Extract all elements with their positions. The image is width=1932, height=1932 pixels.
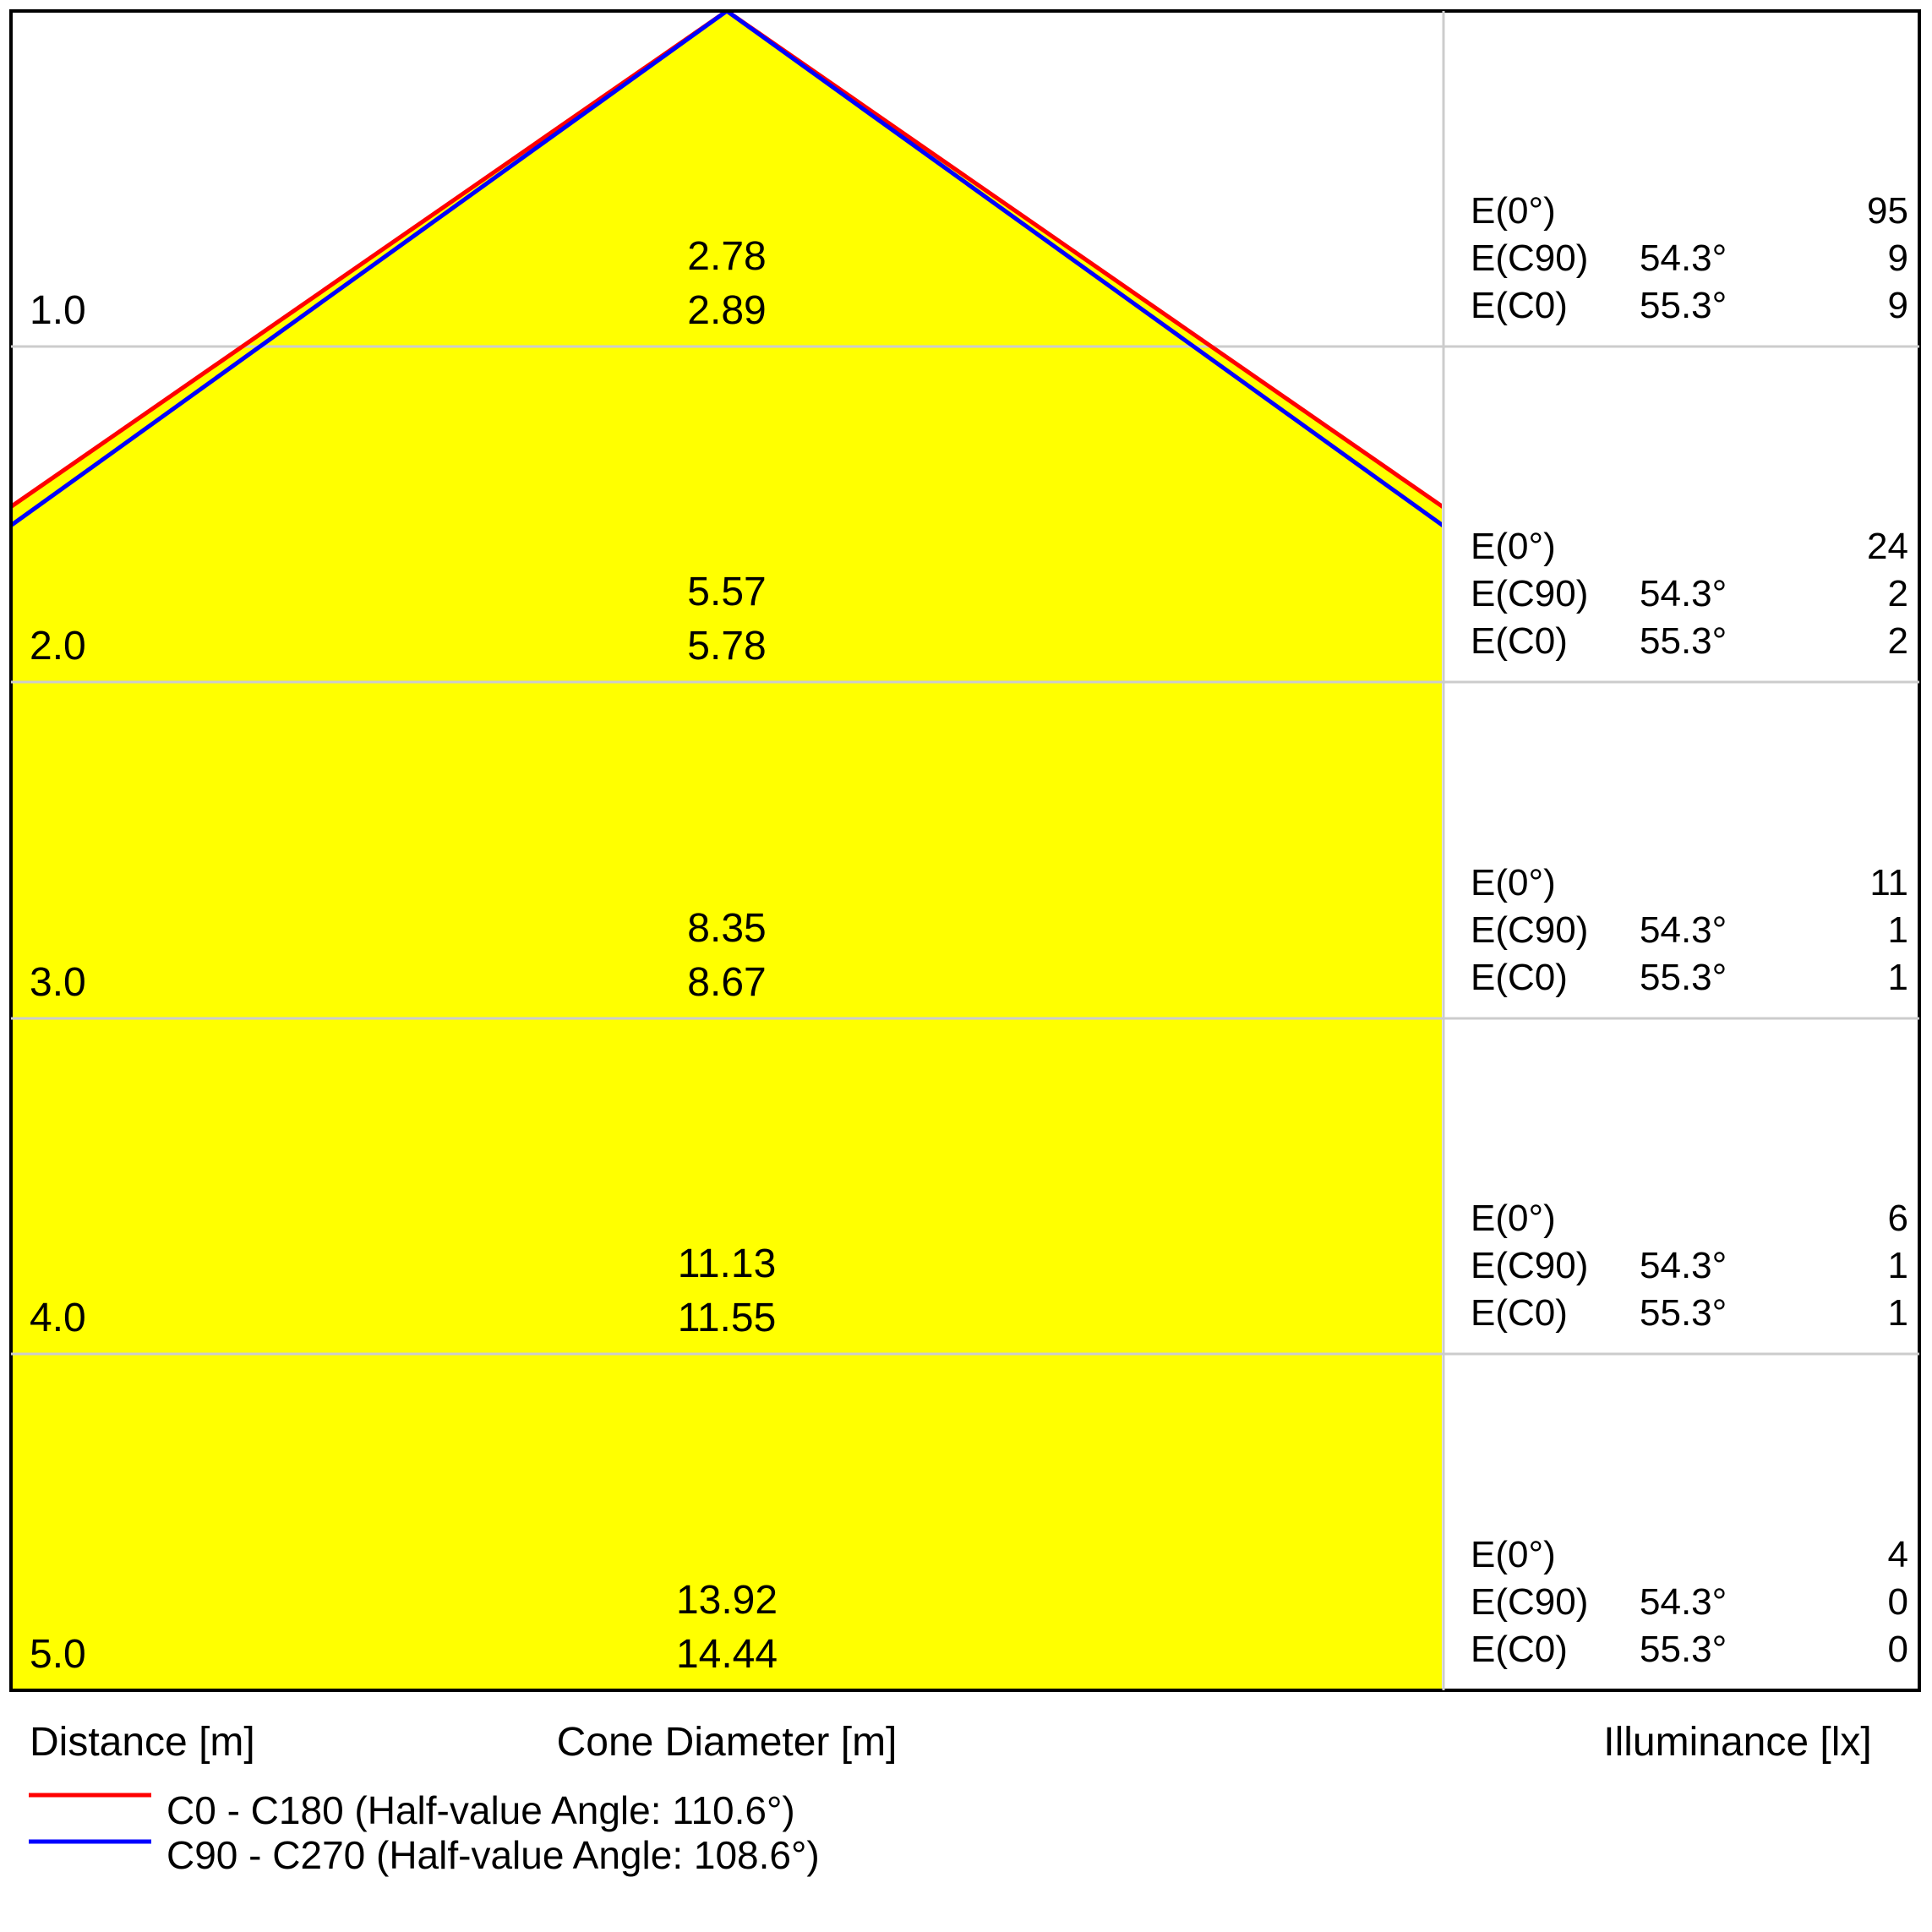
svg-text:E(C90): E(C90)	[1471, 1581, 1588, 1623]
svg-text:2.89: 2.89	[687, 288, 766, 333]
svg-text:C0 - C180 (Half-value Angle: 1: C0 - C180 (Half-value Angle: 110.6°)	[166, 1788, 795, 1832]
svg-text:E(C90): E(C90)	[1471, 573, 1588, 614]
svg-text:1: 1	[1888, 909, 1908, 951]
svg-text:55.3°: 55.3°	[1640, 620, 1727, 662]
svg-text:8.67: 8.67	[687, 960, 766, 1005]
svg-text:2.78: 2.78	[687, 234, 766, 279]
svg-text:55.3°: 55.3°	[1640, 1629, 1727, 1670]
svg-text:E(C90): E(C90)	[1471, 909, 1588, 951]
svg-text:11.55: 11.55	[678, 1296, 777, 1340]
svg-text:E(0°): E(0°)	[1471, 190, 1556, 232]
svg-text:E(C0): E(C0)	[1471, 1629, 1568, 1670]
svg-text:95: 95	[1867, 190, 1908, 232]
svg-text:9: 9	[1888, 237, 1908, 279]
svg-text:13.92: 13.92	[676, 1578, 778, 1623]
svg-text:11: 11	[1869, 862, 1908, 903]
svg-text:24: 24	[1867, 526, 1908, 567]
svg-text:2: 2	[1888, 573, 1908, 614]
svg-text:2: 2	[1888, 620, 1908, 662]
svg-text:54.3°: 54.3°	[1640, 909, 1727, 951]
svg-text:3.0: 3.0	[30, 960, 86, 1005]
svg-text:E(C0): E(C0)	[1471, 285, 1568, 326]
svg-text:E(C90): E(C90)	[1471, 237, 1588, 279]
svg-text:55.3°: 55.3°	[1640, 957, 1727, 998]
svg-text:4.0: 4.0	[30, 1296, 86, 1340]
svg-text:E(0°): E(0°)	[1471, 526, 1556, 567]
svg-text:5.57: 5.57	[687, 570, 766, 614]
svg-text:5.0: 5.0	[30, 1632, 86, 1677]
svg-text:1: 1	[1888, 1292, 1908, 1334]
svg-text:1: 1	[1888, 957, 1908, 998]
svg-text:2.0: 2.0	[30, 624, 86, 669]
svg-text:C90 - C270 (Half-value Angle:: C90 - C270 (Half-value Angle: 108.6°)	[166, 1833, 820, 1877]
svg-text:14.44: 14.44	[676, 1632, 778, 1677]
svg-text:54.3°: 54.3°	[1640, 573, 1727, 614]
svg-text:1: 1	[1888, 1245, 1908, 1286]
svg-text:0: 0	[1888, 1629, 1908, 1670]
svg-text:E(0°): E(0°)	[1471, 1534, 1556, 1575]
svg-text:Distance [m]: Distance [m]	[30, 1720, 255, 1765]
svg-text:54.3°: 54.3°	[1640, 1245, 1727, 1286]
svg-text:Illuminance [lx]: Illuminance [lx]	[1603, 1720, 1871, 1765]
svg-text:6: 6	[1888, 1198, 1908, 1239]
svg-text:0: 0	[1888, 1581, 1908, 1623]
svg-text:54.3°: 54.3°	[1640, 1581, 1727, 1623]
svg-text:1.0: 1.0	[30, 288, 86, 333]
svg-text:E(C0): E(C0)	[1471, 1292, 1568, 1334]
svg-text:E(C0): E(C0)	[1471, 620, 1568, 662]
svg-text:55.3°: 55.3°	[1640, 1292, 1727, 1334]
svg-text:4: 4	[1888, 1534, 1908, 1575]
svg-text:9: 9	[1888, 285, 1908, 326]
svg-text:5.78: 5.78	[687, 624, 766, 669]
svg-text:E(0°): E(0°)	[1471, 1198, 1556, 1239]
svg-text:11.13: 11.13	[678, 1242, 777, 1286]
svg-text:E(C0): E(C0)	[1471, 957, 1568, 998]
svg-text:E(C90): E(C90)	[1471, 1245, 1588, 1286]
svg-text:Cone Diameter [m]: Cone Diameter [m]	[557, 1720, 898, 1765]
svg-text:55.3°: 55.3°	[1640, 285, 1727, 326]
svg-text:8.35: 8.35	[687, 906, 766, 951]
svg-text:54.3°: 54.3°	[1640, 237, 1727, 279]
svg-text:E(0°): E(0°)	[1471, 862, 1556, 903]
